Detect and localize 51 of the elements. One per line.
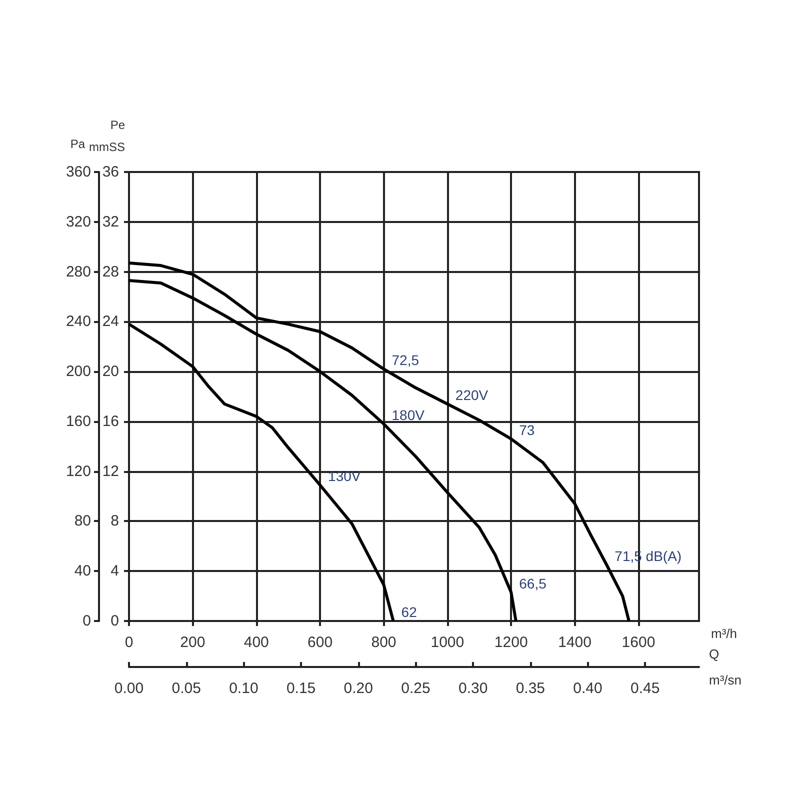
x-tick-label: 1200 (494, 634, 528, 651)
y2-tick-label: 24 (102, 313, 119, 330)
x-tick-label: 800 (371, 634, 396, 651)
y2-tick-label: 8 (110, 512, 119, 530)
y-tick-label: 160 (66, 412, 91, 430)
x-axis-title: m³/h (711, 626, 737, 641)
y2-tick-label: 12 (102, 462, 119, 480)
x2-tick-label: 0.45 (630, 680, 660, 697)
y-tick-label: 80 (74, 512, 91, 530)
x2-tick-label: 0.30 (458, 680, 488, 697)
annotation: 66,5 (519, 575, 547, 592)
x-tick-label: 1600 (622, 634, 656, 651)
y2-tick-label: 4 (110, 562, 119, 580)
y-tick-label: 320 (66, 213, 91, 230)
x2-tick-label: 0.15 (286, 680, 316, 697)
y-tick-label: 120 (66, 462, 91, 480)
x2-tick-label: 0.10 (229, 680, 258, 697)
annotation: 72,5 (392, 352, 420, 368)
annotation: 62 (401, 604, 418, 620)
annotation: 180V (392, 406, 426, 423)
y-tick-label: 200 (66, 363, 91, 380)
x2-tick-label: 0.20 (344, 680, 373, 697)
y-tick-label: 0 (82, 612, 91, 630)
x-tick-label: 0 (124, 634, 134, 651)
x-tick-label: 1400 (558, 634, 592, 651)
x-tick-label: 200 (180, 634, 206, 651)
y-tick-label: 240 (66, 313, 91, 330)
y-tick-label: 280 (66, 263, 91, 280)
y2-tick-label: 0 (110, 612, 119, 630)
x2-tick-label: 0.40 (573, 680, 602, 697)
x2-tick-label: 0.25 (401, 680, 430, 697)
x2-axis-title: Q m³/sn (709, 646, 742, 688)
x-tick-label: 1000 (430, 634, 464, 651)
x2-tick-label: 0.35 (516, 680, 546, 697)
line-series (128, 279, 518, 622)
annotation: 73 (519, 422, 535, 438)
y2-axis-title: Pe mmSS (89, 118, 126, 154)
y-tick-label: 360 (66, 164, 91, 180)
x2-tick-label: 0.00 (114, 680, 144, 697)
y2-tick-label: 28 (102, 263, 119, 280)
x-tick-label: 600 (308, 634, 333, 651)
annotation: 130V (328, 468, 362, 484)
annotation: 220V (455, 386, 489, 403)
y-tick-label: 40 (74, 562, 91, 580)
y2-tick-label: 16 (102, 412, 119, 430)
y2-tick-label: 20 (102, 363, 119, 380)
x-tick-label: 400 (244, 634, 269, 651)
x2-tick-label: 0.05 (172, 680, 201, 697)
y-axis-title: Pa (70, 137, 86, 151)
y2-tick-label: 36 (102, 164, 119, 180)
y2-tick-label: 32 (102, 213, 119, 230)
